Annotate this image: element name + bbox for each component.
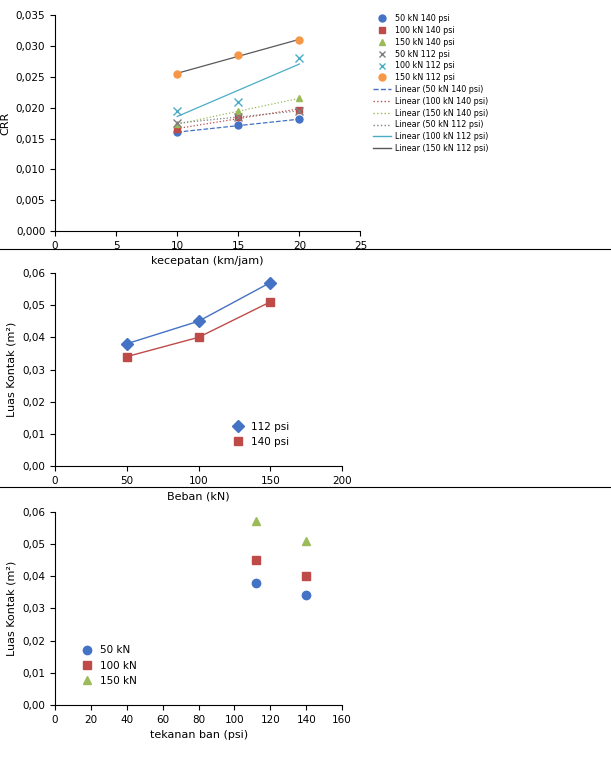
Text: (d): (d)	[190, 516, 207, 529]
Text: (c): (c)	[199, 274, 216, 287]
X-axis label: kecepatan (km/jam): kecepatan (km/jam)	[152, 256, 264, 267]
Y-axis label: CRR: CRR	[0, 111, 10, 135]
X-axis label: Beban (kN): Beban (kN)	[167, 491, 230, 502]
Legend: 50 kN, 100 kN, 150 kN: 50 kN, 100 kN, 150 kN	[75, 641, 141, 690]
Y-axis label: Luas Kontak (m²): Luas Kontak (m²)	[7, 561, 16, 656]
Legend: 50 kN 140 psi, 100 kN 140 psi, 150 kN 140 psi, 50 kN 112 psi, 100 kN 112 psi, 15: 50 kN 140 psi, 100 kN 140 psi, 150 kN 14…	[370, 11, 491, 156]
Legend: 112 psi, 140 psi: 112 psi, 140 psi	[227, 418, 294, 451]
Y-axis label: Luas Kontak (m²): Luas Kontak (m²)	[7, 322, 16, 417]
X-axis label: tekanan ban (psi): tekanan ban (psi)	[150, 730, 247, 741]
